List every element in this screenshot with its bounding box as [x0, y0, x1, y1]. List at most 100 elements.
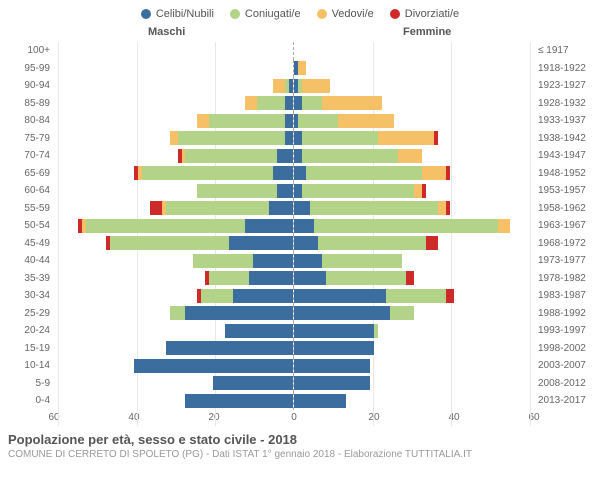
age-label: 10-14 [8, 360, 54, 371]
age-label: 20-24 [8, 325, 54, 336]
male-bar [54, 112, 294, 130]
age-label: 65-69 [8, 168, 54, 179]
bar-segment [434, 131, 438, 145]
table-row: 65-69 1948-1952 [8, 165, 592, 183]
male-bar [54, 322, 294, 340]
bar-segment [322, 254, 402, 268]
bar-segment [390, 306, 414, 320]
bar-segment [446, 289, 454, 303]
bar-segment [294, 149, 302, 163]
bar-segment [294, 131, 302, 145]
x-tick: 40 [448, 412, 459, 423]
y-axis-label-left: Fasce di età [0, 180, 2, 240]
bar-segment [426, 236, 438, 250]
legend-item: Vedovi/e [317, 8, 374, 20]
bar-segment [294, 219, 314, 233]
table-row: 35-391978-1982 [8, 270, 592, 288]
bar-segment [326, 271, 406, 285]
bar-segment [285, 96, 293, 110]
bar-segment [298, 61, 306, 75]
bar-container [54, 305, 534, 323]
bar-segment [406, 271, 414, 285]
female-bar [294, 252, 534, 270]
male-bar [54, 392, 294, 410]
bar-segment [289, 79, 293, 93]
bar-segment [209, 271, 249, 285]
label-female: Femmine [403, 26, 451, 38]
bar-segment [302, 131, 378, 145]
legend-dot [230, 9, 240, 19]
bar-container [54, 77, 534, 95]
bar-segment [294, 96, 302, 110]
year-label: 1948-1952 [534, 168, 592, 179]
female-bar [294, 322, 534, 340]
bar-segment [310, 201, 438, 215]
bar-segment [229, 236, 293, 250]
bar-container [54, 182, 534, 200]
table-row: 10-14 2003-2007 [8, 357, 592, 375]
bar-segment [269, 201, 293, 215]
female-bar [294, 270, 534, 288]
year-label: 1968-1972 [534, 238, 592, 249]
age-label: 30-34 [8, 290, 54, 301]
age-label: 60-64 [8, 185, 54, 196]
year-label: 1973-1977 [534, 255, 592, 266]
legend-dot [390, 9, 400, 19]
bar-segment [178, 131, 286, 145]
pyramid-chart: Celibi/NubiliConiugati/eVedovi/eDivorzia… [0, 0, 600, 500]
bar-segment [338, 114, 394, 128]
bar-segment [193, 254, 253, 268]
female-bar [294, 200, 534, 218]
bar-segment [294, 289, 386, 303]
table-row: 90-941923-1927 [8, 77, 592, 95]
x-axis: 6040200204060 [8, 412, 592, 426]
year-label: 1983-1987 [534, 290, 592, 301]
male-bar [54, 95, 294, 113]
age-label: 40-44 [8, 255, 54, 266]
bar-segment [86, 219, 245, 233]
table-row: 50-541963-1967 [8, 217, 592, 235]
year-label: 2003-2007 [534, 360, 592, 371]
age-label: 95-99 [8, 63, 54, 74]
bar-container [54, 130, 534, 148]
bar-segment [318, 236, 426, 250]
bar-segment [245, 219, 293, 233]
bar-segment [498, 219, 510, 233]
female-bar [294, 60, 534, 78]
bar-segment [314, 219, 498, 233]
bar-container [54, 270, 534, 288]
age-label: 70-74 [8, 150, 54, 161]
male-bar [54, 287, 294, 305]
table-row: 55-591958-1962 [8, 200, 592, 218]
female-bar [294, 77, 534, 95]
bar-segment [294, 166, 306, 180]
bar-container [54, 42, 534, 60]
bar-segment [110, 236, 230, 250]
bar-segment [285, 114, 293, 128]
bar-segment [294, 236, 318, 250]
bar-container [54, 60, 534, 78]
x-tick: 0 [291, 412, 297, 423]
female-bar [294, 340, 534, 358]
male-bar [54, 375, 294, 393]
male-bar [54, 182, 294, 200]
bar-segment [150, 201, 162, 215]
bar-segment [294, 271, 326, 285]
year-label: 1958-1962 [534, 203, 592, 214]
male-bar [54, 340, 294, 358]
table-row: 15-191998-2002 [8, 340, 592, 358]
bar-segment [245, 96, 257, 110]
male-bar [54, 235, 294, 253]
male-bar [54, 42, 294, 60]
female-bar [294, 217, 534, 235]
bar-segment [273, 166, 293, 180]
bar-segment [170, 131, 178, 145]
table-row: 45-491968-1972 [8, 235, 592, 253]
bar-container [54, 287, 534, 305]
bar-segment [185, 394, 293, 408]
year-label: ≤ 1917 [534, 45, 592, 56]
female-bar [294, 305, 534, 323]
year-label: 1978-1982 [534, 273, 592, 284]
bar-container [54, 147, 534, 165]
female-bar [294, 130, 534, 148]
